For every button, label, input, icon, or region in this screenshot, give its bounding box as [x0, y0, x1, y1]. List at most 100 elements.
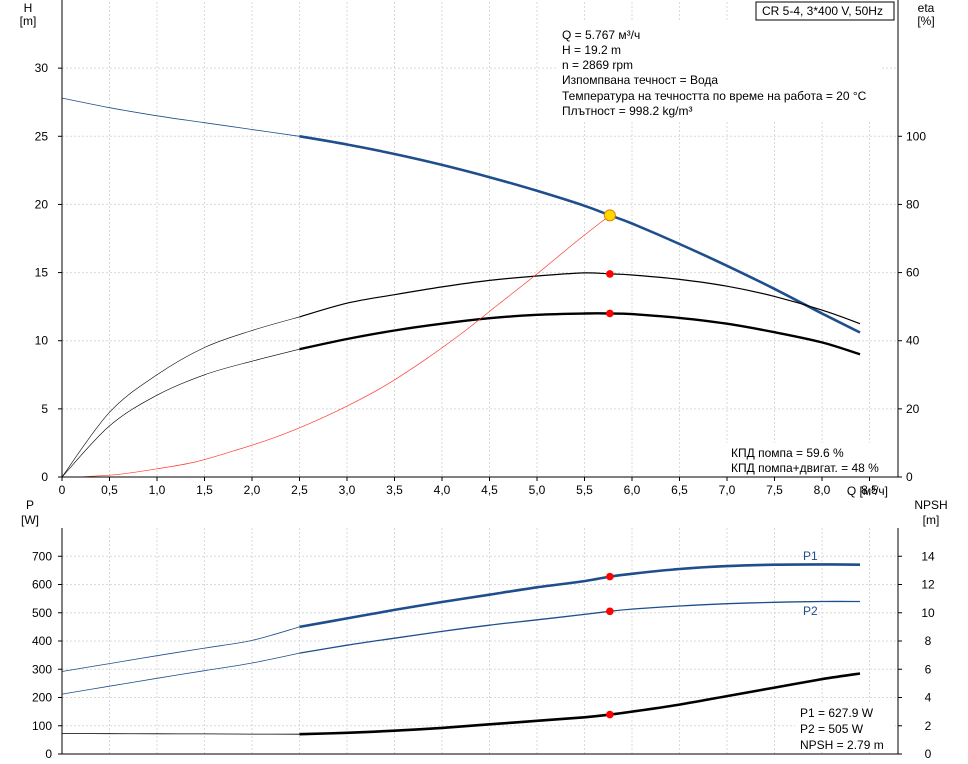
x-tick-label: 8,5 — [861, 483, 878, 497]
info-line: n = 2869 rpm — [562, 58, 633, 72]
y-left-tick-label: 15 — [35, 266, 49, 280]
y-right-tick-label: 40 — [906, 334, 920, 348]
x-tick-label: 5,0 — [529, 483, 546, 497]
curve-p2-extended — [61, 652, 300, 695]
y-right-label-bottom: NPSH — [914, 498, 947, 512]
operating-point-marker — [606, 710, 614, 719]
y-right-unit-top: [%] — [917, 14, 934, 28]
title-box — [755, 1, 895, 21]
x-tick-label: 0,5 — [101, 483, 118, 497]
x-tick-label: 4,5 — [481, 483, 498, 497]
x-tick-label: 4,0 — [434, 483, 451, 497]
y-left-tick-label: 700 — [32, 549, 52, 563]
y-right-tick-label: 0 — [906, 470, 913, 484]
info-block: Q = 5.767 м³/ч H = 19.2 m n = 2869 rpm И… — [556, 22, 881, 120]
x-tick-label: 2,5 — [291, 483, 308, 497]
x-tick-label: 6,5 — [671, 483, 688, 497]
y-left-label-bottom: P — [26, 498, 34, 512]
y-right-tick-label: 2 — [925, 719, 932, 733]
x-tick-label: 7,0 — [719, 483, 736, 497]
y-right-tick-label: 0 — [925, 747, 932, 761]
info-line: Изпомпвана течност = Вода — [562, 73, 718, 87]
efficiency-block: КПД помпа = 59.6 % КПД помпа+двигат. = 4… — [726, 443, 896, 476]
y-right-tick-label: 14 — [921, 549, 935, 563]
y-right-tick-label: 4 — [925, 691, 932, 705]
series-label-p1: P1 — [803, 549, 818, 563]
x-tick-label: 5,5 — [576, 483, 593, 497]
operating-point-marker — [606, 572, 614, 581]
y-right-tick-label: 80 — [906, 197, 920, 211]
curve-total-efficiency-extended — [61, 348, 300, 478]
y-left-tick-label: 25 — [35, 129, 49, 143]
y-left-tick-label: 10 — [35, 334, 49, 348]
x-tick-label: 7,5 — [766, 483, 783, 497]
curve-total-efficiency — [299, 312, 861, 356]
y-left-tick-label: 30 — [35, 61, 49, 75]
y-left-tick-label: 0 — [41, 470, 48, 484]
y-right-tick-label: 6 — [925, 662, 932, 676]
operating-point-marker — [606, 607, 614, 616]
y-right-label-top: eta — [918, 1, 935, 15]
bottom-grid — [61, 528, 898, 755]
y-left-tick-label: 600 — [32, 578, 52, 592]
x-tick-label: 6,0 — [624, 483, 641, 497]
y-left-tick-label: 100 — [32, 719, 52, 733]
y-left-tick-label: 0 — [45, 747, 52, 761]
series-label-p2: P2 — [803, 604, 818, 618]
tick-labels: 0 0,5 1,0 1,5 2,0 2,5 3,0 3,5 4,0 4,5 5,0 5,5 6,0 6,5… — [32, 61, 935, 761]
y-right-tick-label: 10 — [921, 606, 935, 620]
curve-p1-extended — [61, 626, 300, 672]
x-tick-label: 3,5 — [386, 483, 403, 497]
x-tick-label: 8,0 — [814, 483, 831, 497]
bottom-curves — [61, 563, 861, 736]
y-right-tick-label: 12 — [921, 578, 935, 592]
y-right-tick-label: 20 — [906, 402, 920, 416]
efficiency-line: КПД помпа = 59.6 % — [731, 446, 844, 460]
y-right-tick-label: 100 — [906, 129, 926, 143]
y-left-unit-bottom: [W] — [21, 513, 39, 527]
curve-pump-efficiency-extended — [61, 316, 300, 478]
duty-point — [603, 209, 616, 222]
y-left-tick-label: 20 — [35, 197, 49, 211]
y-left-tick-label: 300 — [32, 662, 52, 676]
curve-npsh-extended — [61, 733, 300, 735]
power-block: P1 = 627.9 W P2 = 505 W NPSH = 2.79 m — [795, 702, 895, 752]
efficiency-line: КПД помпа+двигат. = 48 % — [731, 461, 879, 475]
title-text: CR 5-4, 3*400 V, 50Hz — [762, 4, 883, 18]
y-left-label-top: H — [24, 1, 33, 15]
curve-head — [299, 135, 861, 334]
operating-point-marker — [606, 309, 614, 318]
top-curves — [61, 97, 861, 478]
curve-npshr-thin-extended — [80, 215, 611, 478]
y-left-tick-label: 400 — [32, 634, 52, 648]
power-line: NPSH = 2.79 m — [800, 738, 884, 752]
curve-p1 — [299, 563, 861, 629]
curve-pump-efficiency — [299, 272, 861, 325]
info-line: Q = 5.767 м³/ч — [562, 28, 640, 42]
axes — [58, 0, 902, 755]
x-tick-label: 0 — [59, 483, 66, 497]
y-right-tick-label: 60 — [906, 266, 920, 280]
y-right-tick-label: 8 — [925, 634, 932, 648]
info-line: H = 19.2 m — [562, 43, 621, 57]
x-tick-label: 2,0 — [244, 483, 261, 497]
operating-points — [603, 209, 616, 719]
x-tick-label: 3,0 — [339, 483, 356, 497]
curve-p2 — [299, 600, 861, 654]
x-tick-label: 1,5 — [196, 483, 213, 497]
y-left-tick-label: 200 — [32, 691, 52, 705]
x-tick-label: 1,0 — [149, 483, 166, 497]
x-axis-label: Q [м³/ч] — [847, 484, 888, 498]
curve-npsh — [299, 672, 861, 736]
y-left-tick-label: 500 — [32, 606, 52, 620]
operating-point-marker — [606, 270, 614, 278]
curve-head-extended — [61, 97, 300, 137]
y-right-unit-bottom: [m] — [923, 513, 940, 527]
info-line: Температура на течността по време на раб… — [562, 89, 867, 103]
power-line: P2 = 505 W — [800, 722, 864, 736]
y-left-tick-label: 5 — [41, 402, 48, 416]
power-line: P1 = 627.9 W — [800, 706, 874, 720]
info-line: Плътност = 998.2 kg/m³ — [562, 104, 692, 118]
y-left-unit-top: [m] — [20, 14, 37, 28]
